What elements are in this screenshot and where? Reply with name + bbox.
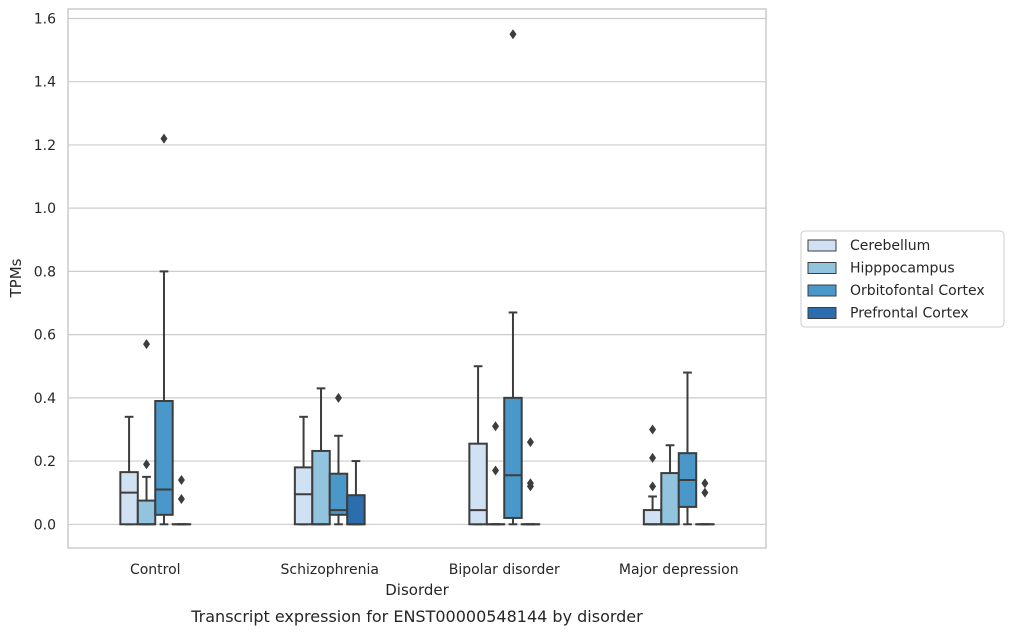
box-prefrontal-cortex	[695, 478, 715, 526]
outlier-point	[649, 481, 657, 492]
legend-swatch	[807, 307, 837, 319]
box-cerebellum	[468, 365, 488, 526]
box-orbitofontal-cortex	[328, 392, 349, 526]
box-prefrontal-cortex	[520, 437, 541, 526]
box-body	[468, 442, 488, 526]
box-body	[642, 509, 663, 526]
outlier-point	[526, 437, 534, 448]
box-hipppocampus	[311, 387, 331, 526]
legend-frame	[800, 230, 1005, 328]
outlier-point	[177, 494, 185, 504]
box-cerebellum	[642, 424, 663, 526]
outlier-point	[649, 424, 657, 435]
box-body	[154, 400, 174, 516]
y-tick-label: 0.8	[34, 264, 56, 280]
legend: Cerebellum Hipppocampus Orbitofontal Corte…	[800, 230, 1005, 328]
x-axis-ticks: Control Schizophrenia Bipolar disorder Majo…	[130, 562, 739, 578]
outlier-point	[649, 452, 657, 463]
outlier-point	[177, 475, 185, 486]
chart-caption: Transcript expression for ENST0000054814…	[190, 607, 643, 626]
box-plot-series	[119, 29, 715, 526]
box-hipppocampus	[485, 421, 506, 526]
x-tick-label: Major depression	[619, 562, 739, 578]
box-prefrontal-cortex	[171, 475, 192, 526]
box-hipppocampus	[136, 339, 157, 526]
legend-label: Cerebellum	[850, 238, 930, 254]
box-orbitofontal-cortex	[503, 29, 523, 526]
plot-frame	[67, 8, 767, 549]
box-orbitofontal-cortex	[677, 371, 698, 526]
outlier-point	[526, 478, 534, 489]
x-axis-label: Disorder	[385, 581, 449, 599]
box-body	[311, 449, 331, 526]
box-cerebellum	[119, 415, 139, 526]
y-tick-label: 1.0	[34, 201, 56, 217]
box-body	[293, 466, 314, 526]
y-axis-ticks: 0.0 0.2 0.4 0.6 0.8 1.0 1.2 1.4 1.6	[34, 11, 56, 533]
x-tick-label: Schizophrenia	[281, 562, 379, 578]
outlier-point	[160, 133, 168, 144]
legend-swatch	[807, 262, 837, 274]
outlier-point	[701, 487, 709, 498]
box-body	[136, 499, 157, 526]
x-tick-label: Bipolar disorder	[449, 562, 560, 578]
box-body	[503, 396, 523, 519]
legend-swatch	[807, 239, 837, 252]
x-tick-label: Control	[130, 562, 181, 578]
outlier-point	[143, 339, 151, 350]
box-orbitofontal-cortex	[154, 133, 174, 526]
box-body	[328, 472, 349, 516]
box-body	[119, 471, 139, 526]
legend-label: Hipppocampus	[850, 261, 955, 277]
outlier-point	[492, 465, 500, 476]
grid-lines	[68, 17, 766, 525]
outlier-point	[334, 392, 342, 403]
box-cerebellum	[293, 415, 314, 526]
outlier-point	[509, 29, 517, 40]
legend-label: Prefrontal Cortex	[850, 306, 969, 322]
outlier-point	[143, 459, 151, 470]
box-body	[660, 472, 680, 526]
y-tick-label: 0.4	[34, 391, 56, 407]
box-prefrontal-cortex	[346, 460, 366, 526]
y-tick-label: 0.6	[34, 328, 56, 344]
legend-swatch	[807, 284, 837, 297]
box-body	[346, 494, 366, 526]
y-axis-label: TPMs	[7, 258, 25, 298]
y-tick-label: 0.2	[34, 454, 56, 470]
outlier-point	[701, 478, 709, 489]
outlier-point	[492, 421, 500, 432]
y-tick-label: 1.4	[34, 75, 56, 91]
y-tick-label: 1.6	[34, 11, 56, 27]
box-hipppocampus	[660, 444, 680, 526]
y-tick-label: 0.0	[34, 517, 56, 533]
y-tick-label: 1.2	[34, 138, 56, 154]
legend-label: Orbitofontal Cortex	[850, 283, 985, 299]
